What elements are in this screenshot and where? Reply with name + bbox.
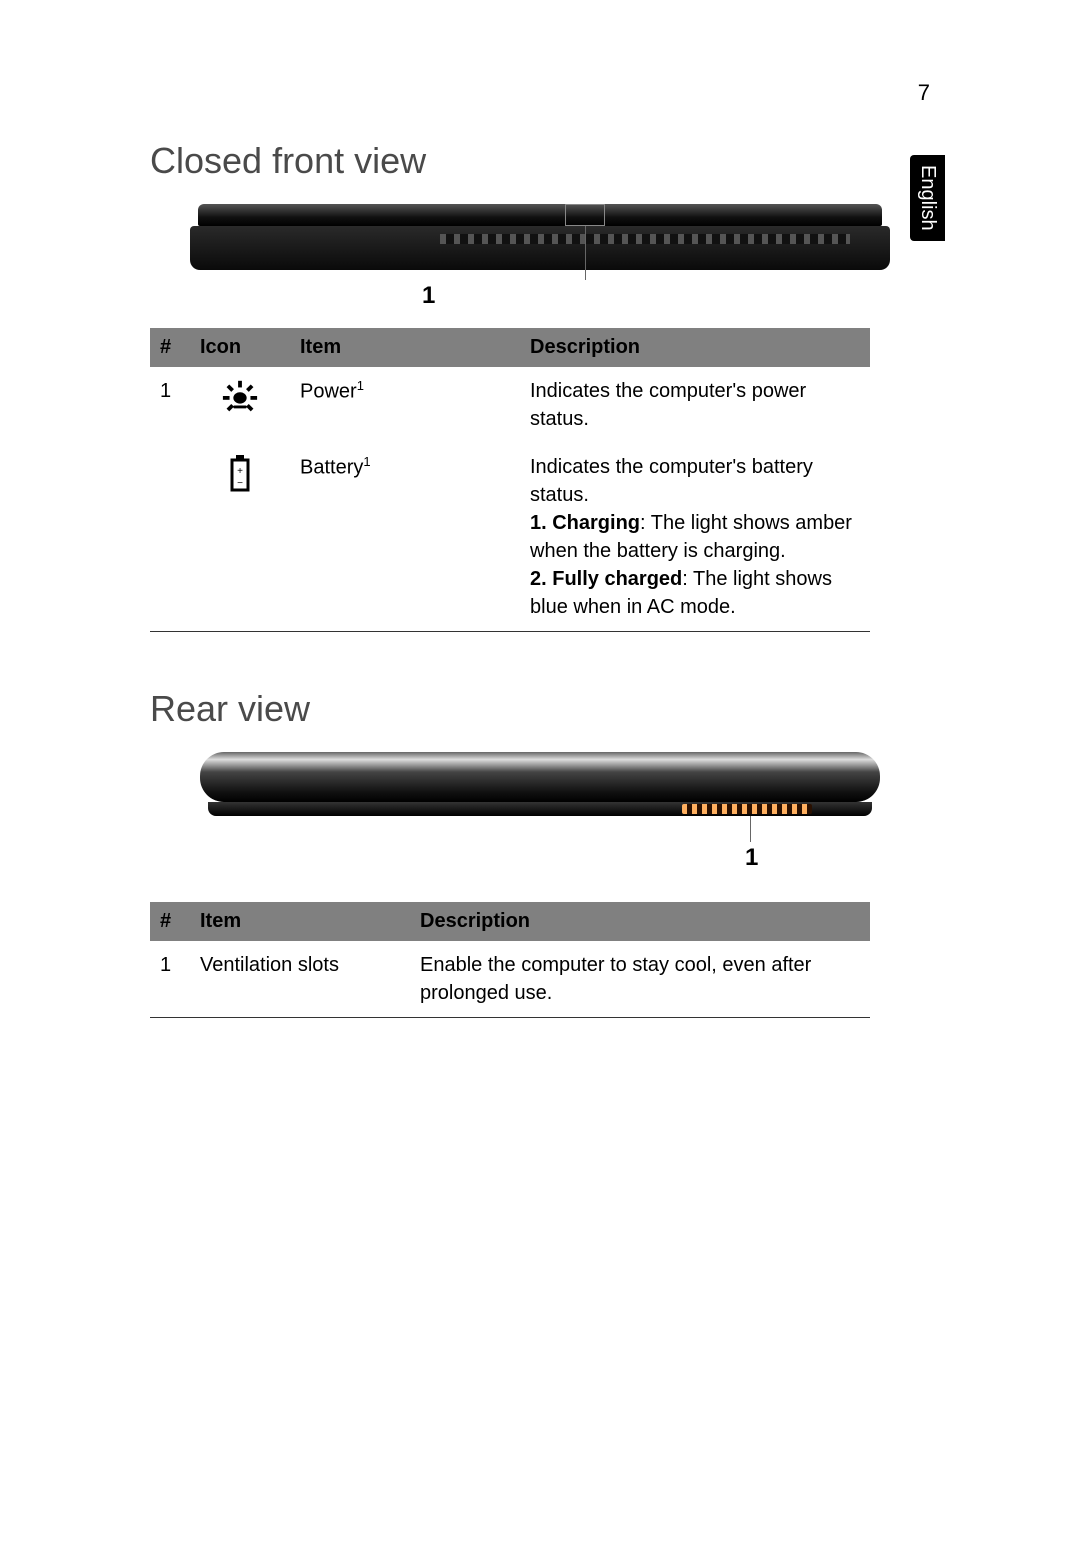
laptop-rear-illustration: 1 (190, 752, 890, 842)
rcol-num: # (150, 902, 190, 941)
closed-front-figure: 1 (190, 204, 930, 284)
row2-num (150, 443, 190, 632)
rear-view-figure: 1 (190, 752, 930, 842)
laptop-front-illustration: 1 (190, 204, 890, 284)
rear-callout-number: 1 (745, 844, 758, 872)
svg-text:+: + (237, 466, 243, 477)
row2-desc: Indicates the computer's battery status.… (520, 443, 870, 632)
col-item: Item (290, 328, 520, 367)
row1-desc: Indicates the computer's power status. (520, 367, 870, 443)
svg-text:−: − (237, 478, 243, 489)
row1-num: 1 (150, 367, 190, 443)
power-icon (190, 367, 290, 443)
table-row: 1 (150, 367, 870, 443)
col-icon: Icon (190, 328, 290, 367)
rcol-item: Item (190, 902, 410, 941)
rcol-desc: Description (410, 902, 870, 941)
rear-view-heading: Rear view (150, 688, 930, 730)
front-view-table: # Icon Item Description 1 (150, 328, 870, 632)
rrow1-item: Ventilation slots (190, 941, 410, 1018)
rear-view-table: # Item Description 1 Ventilation slots E… (150, 902, 870, 1018)
table-row: + − Battery1 Indicates the computer's ba… (150, 443, 870, 632)
page-content: Closed front view 1 # Icon Item Descript… (150, 140, 930, 1018)
col-num: # (150, 328, 190, 367)
battery-icon: + − (190, 443, 290, 632)
closed-front-heading: Closed front view (150, 140, 930, 182)
rrow1-desc: Enable the computer to stay cool, even a… (410, 941, 870, 1018)
row2-item: Battery1 (290, 443, 520, 632)
row1-item: Power1 (290, 367, 520, 443)
table-row: 1 Ventilation slots Enable the computer … (150, 941, 870, 1018)
page-number: 7 (918, 80, 930, 106)
rrow1-num: 1 (150, 941, 190, 1018)
front-callout-number: 1 (422, 282, 435, 310)
col-desc: Description (520, 328, 870, 367)
